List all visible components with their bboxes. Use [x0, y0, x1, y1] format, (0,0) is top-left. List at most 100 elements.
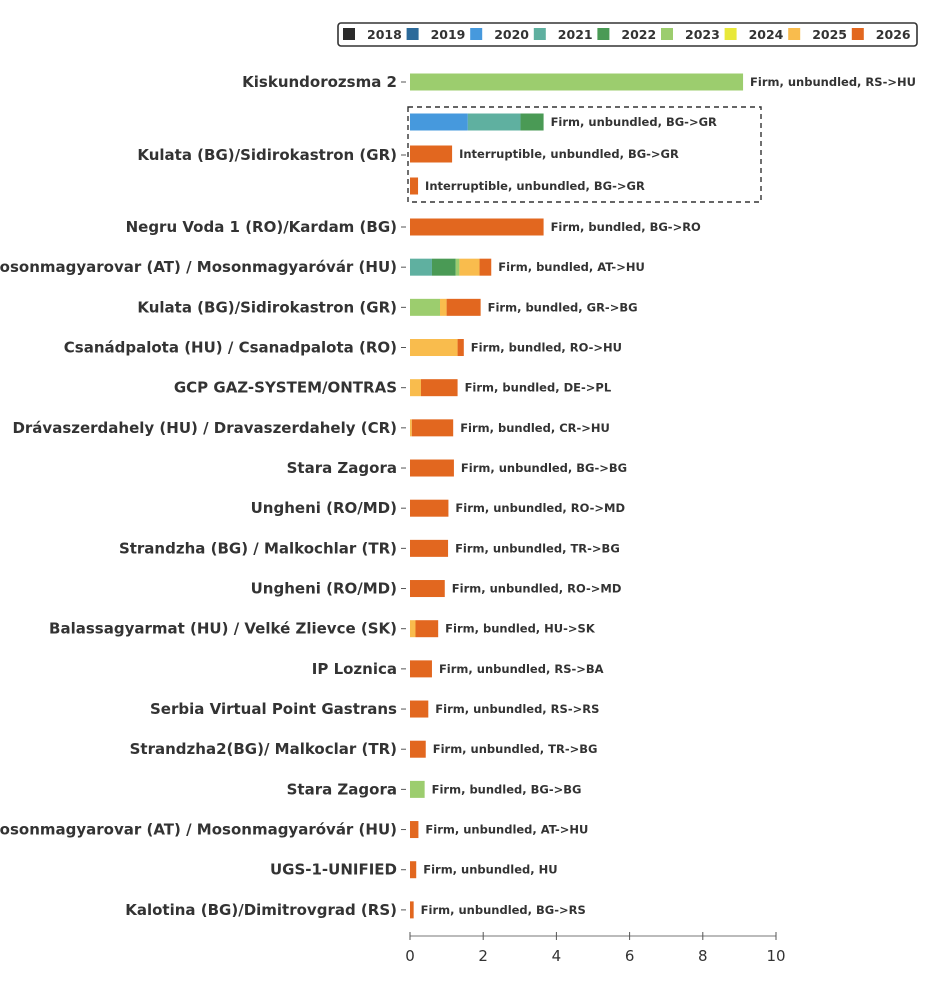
category-label: Drávaszerdahely (HU) / Dravaszerdahely (… [12, 419, 397, 437]
legend-label: 2024 [749, 27, 784, 42]
category-label: Strandzha (BG) / Malkochlar (TR) [119, 539, 397, 557]
legend-swatch-2026 [851, 28, 864, 40]
bar-data-label: Firm, unbundled, HU [423, 863, 557, 877]
bar-data-label: Firm, unbundled, RO->MD [455, 501, 625, 515]
category-label: UGS-1-UNIFIED [270, 861, 397, 879]
bar-data-label: Firm, unbundled, BG->GR [551, 115, 717, 129]
legend-label: 2021 [558, 27, 593, 42]
bar-segment-2026 [446, 298, 481, 316]
bar-segment-2020 [410, 113, 468, 131]
legend-swatch-2018 [343, 28, 355, 40]
bar-segment-2026 [410, 145, 453, 163]
bar-data-label: Firm, unbundled, RO->MD [452, 582, 622, 596]
bar-segment-2022 [520, 113, 544, 131]
bar-data-label: Firm, bundled, GR->BG [488, 300, 638, 314]
bar-segment-2022 [431, 258, 456, 276]
x-tick-label: 0 [405, 947, 415, 965]
bar-data-label: Firm, unbundled, AT->HU [425, 823, 588, 837]
legend-label: 2020 [494, 27, 529, 42]
bar-data-label: Firm, bundled, HU->SK [445, 622, 596, 636]
bar-segment-2023 [455, 258, 460, 276]
bar-segment-2023 [410, 298, 441, 316]
legend-label: 2019 [431, 27, 466, 42]
bar-data-label: Firm, unbundled, RS->HU [750, 75, 916, 89]
bar-segment-2025 [410, 419, 412, 437]
bar-data-label: Firm, bundled, BG->BG [432, 782, 582, 796]
x-tick-label: 10 [766, 947, 785, 965]
bar-segment-2026 [420, 379, 458, 397]
bars: Firm, unbundled, RS->HU Firm, unbundled, … [410, 73, 916, 919]
legend-label: 2022 [621, 27, 656, 42]
legend-label: 2026 [876, 27, 911, 42]
x-tick-label: 2 [478, 947, 488, 965]
category-label: Ungheni (RO/MD) [251, 499, 397, 517]
bar-data-label: Firm, unbundled, RS->RS [435, 702, 599, 716]
category-label: GCP GAZ-SYSTEM/ONTRAS [174, 379, 397, 397]
bar-segment-2026 [410, 660, 432, 678]
bar-segment-2026 [410, 861, 417, 879]
category-label: Mosonmagyarovar (AT) / Mosonmagyaróvár (… [0, 821, 397, 839]
bar-segment-2025 [410, 379, 421, 397]
x-axis: 0 2 4 6 8 10 [405, 932, 786, 965]
bar-segment-2026 [411, 419, 454, 437]
bar-segment-2026 [410, 499, 449, 517]
bar-data-label: Firm, unbundled, RS->BA [439, 662, 604, 676]
bar-data-label: Firm, unbundled, TR->BG [433, 742, 598, 756]
bar-segment-2026 [410, 177, 419, 195]
bar-segment-2026 [410, 218, 544, 236]
bar-segment-2025 [410, 339, 458, 357]
bar-segment-2026 [410, 901, 414, 919]
legend-swatch-2025 [788, 28, 801, 40]
legend-label: 2018 [367, 27, 402, 42]
bar-segment-2026 [457, 339, 464, 357]
bar-segment-2026 [410, 740, 426, 758]
bar-data-label: Interruptible, unbundled, BG->GR [459, 147, 679, 161]
bar-segment-2021 [410, 258, 432, 276]
legend-swatch-2019 [406, 28, 419, 40]
bar-segment-2026 [415, 620, 439, 638]
legend: 2018 2019 2020 2021 2022 2023 2024 2025 2026 [337, 22, 918, 47]
bar-segment-2026 [410, 821, 419, 839]
bar-segment-2026 [410, 539, 449, 557]
highlight-box [407, 106, 762, 203]
category-label: Kulata (BG)/Sidirokastron (GR) [137, 146, 397, 164]
bar-segment-2026 [410, 580, 445, 598]
legend-swatch-2024 [724, 28, 737, 40]
bar-segment-2023 [410, 73, 744, 91]
bar-segment-2026 [410, 459, 454, 477]
bar-data-label: Firm, bundled, AT->HU [498, 260, 645, 274]
category-label: Serbia Virtual Point Gastrans [150, 700, 397, 718]
bar-segment-2025 [440, 298, 447, 316]
x-tick-label: 4 [552, 947, 562, 965]
bar-data-label: Firm, bundled, BG->RO [551, 220, 701, 234]
category-label: Stara Zagora [287, 459, 397, 477]
legend-swatch-2021 [533, 28, 546, 40]
category-label: Kiskundorozsma 2 [242, 73, 397, 91]
category-label: IP Loznica [312, 660, 397, 678]
category-label: Negru Voda 1 (RO)/Kardam (BG) [126, 218, 397, 236]
highlight-box-group [407, 106, 762, 203]
legend-label: 2025 [812, 27, 847, 42]
category-label: Mosonmagyarovar (AT) / Mosonmagyaróvár (… [0, 258, 397, 276]
legend-swatch-2020 [470, 28, 483, 40]
category-labels: Kiskundorozsma 2 Kulata (BG)/Sidirokastro… [0, 73, 406, 919]
category-label: Kalotina (BG)/Dimitrovgrad (RS) [125, 901, 397, 919]
bar-segment-2026 [410, 700, 429, 718]
category-label: Strandzha2(BG)/ Malkoclar (TR) [130, 740, 397, 758]
bar-data-label: Firm, unbundled, BG->BG [461, 461, 627, 475]
bar-data-label: Firm, unbundled, BG->RS [421, 903, 586, 917]
category-label: Ungheni (RO/MD) [251, 580, 397, 598]
bar-data-label: Interruptible, unbundled, BG->GR [425, 179, 645, 193]
bar-segment-2025 [410, 620, 416, 638]
bar-segment-2021 [467, 113, 521, 131]
category-label: Csanádpalota (HU) / Csanadpalota (RO) [64, 339, 397, 357]
legend-swatch-2022 [597, 28, 610, 40]
bar-data-label: Firm, bundled, DE->PL [465, 381, 612, 395]
bar-data-label: Firm, bundled, CR->HU [460, 421, 610, 435]
bar-segment-2026 [479, 258, 492, 276]
category-label: Balassagyarmat (HU) / Velké Zlievce (SK) [49, 620, 397, 638]
category-label: Stara Zagora [287, 780, 397, 798]
bar-data-label: Firm, unbundled, TR->BG [455, 541, 620, 555]
bar-segment-2025 [459, 258, 480, 276]
